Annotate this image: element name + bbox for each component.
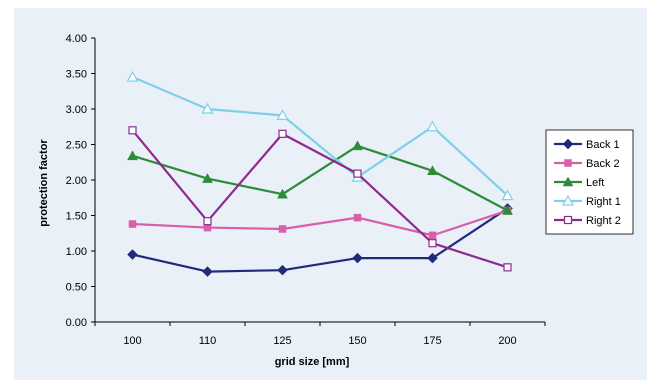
x-tick-label: 125 [273, 335, 291, 347]
data-point [427, 252, 438, 264]
legend-item: Left [554, 176, 604, 189]
data-point [503, 263, 512, 272]
x-tick-label: 175 [423, 335, 441, 347]
x-axis-title: grid size [mm] [275, 356, 350, 368]
data-point [428, 239, 437, 248]
legend-label: Left [586, 177, 604, 189]
legend: Back 1 Back 2 Left Right 1 Right 2 [545, 129, 634, 235]
data-point [276, 109, 289, 120]
x-tick-label: 200 [498, 335, 516, 347]
data-point [203, 217, 212, 226]
data-point [352, 252, 363, 264]
data-point [202, 266, 213, 277]
data-point [278, 225, 287, 233]
legend-item: Back 2 [554, 158, 620, 170]
series-line [131, 129, 508, 269]
series-left [127, 140, 513, 215]
data-point [501, 189, 514, 201]
series-line [132, 207, 509, 273]
legend-label: Back 1 [586, 139, 620, 151]
data-point [126, 70, 139, 82]
legend-item: Back 1 [554, 138, 620, 151]
data-point [127, 249, 138, 260]
y-tick-label: 0.00 [66, 317, 87, 329]
legend-marker [562, 176, 574, 187]
line-chart: 0.00 0.50 1.00 1.50 2.00 2.50 3.00 3.50 4.00 100 1… [38, 33, 634, 368]
data-point [277, 264, 288, 276]
data-point [502, 205, 513, 215]
x-tick-label: 100 [123, 335, 141, 347]
legend-label: Right 2 [586, 215, 621, 227]
y-tick-label: 2.50 [66, 140, 87, 152]
data-point [353, 169, 362, 178]
y-axis-title: protection factor [38, 139, 50, 227]
y-tick-label: 0.50 [66, 282, 87, 294]
data-point [427, 165, 438, 176]
legend-item: Right 1 [554, 194, 621, 208]
data-point [128, 220, 137, 228]
legend-item: Right 2 [554, 215, 621, 227]
series-line [132, 209, 508, 237]
y-tick-label: 3.00 [66, 104, 87, 116]
data-point [277, 188, 288, 199]
series-right-1 [126, 70, 514, 201]
legend-marker [564, 159, 572, 167]
axes: 0.00 0.50 1.00 1.50 2.00 2.50 3.00 3.50 4.00 100 1… [66, 33, 546, 347]
y-tick-label: 1.50 [66, 211, 87, 223]
series-back-1 [127, 203, 513, 277]
y-tick-label: 3.50 [66, 69, 87, 81]
legend-marker [563, 215, 573, 225]
data-point [426, 120, 439, 132]
data-point [353, 213, 362, 222]
legend-marker [562, 138, 574, 150]
legend-marker [561, 194, 575, 206]
data-point [201, 102, 214, 114]
y-tick-label: 2.00 [66, 175, 87, 187]
x-tick-label: 110 [199, 335, 217, 347]
legend-label: Back 2 [586, 158, 620, 170]
data-point [278, 129, 287, 138]
series-line [132, 144, 509, 212]
data-point [202, 173, 213, 183]
series-layer [126, 70, 514, 277]
series-back-2 [128, 206, 512, 240]
legend-label: Right 1 [586, 196, 621, 208]
data-point [352, 140, 363, 151]
y-tick-label: 4.00 [66, 33, 87, 45]
data-point [127, 150, 138, 161]
chart-area: 0.00 0.50 1.00 1.50 2.00 2.50 3.00 3.50 4.00 100 1… [14, 8, 647, 380]
series-right-2 [128, 126, 512, 272]
data-point [128, 126, 137, 135]
series-line [132, 76, 509, 197]
x-tick-label: 150 [348, 335, 366, 347]
data-point [428, 231, 437, 240]
y-tick-label: 1.00 [66, 246, 87, 258]
